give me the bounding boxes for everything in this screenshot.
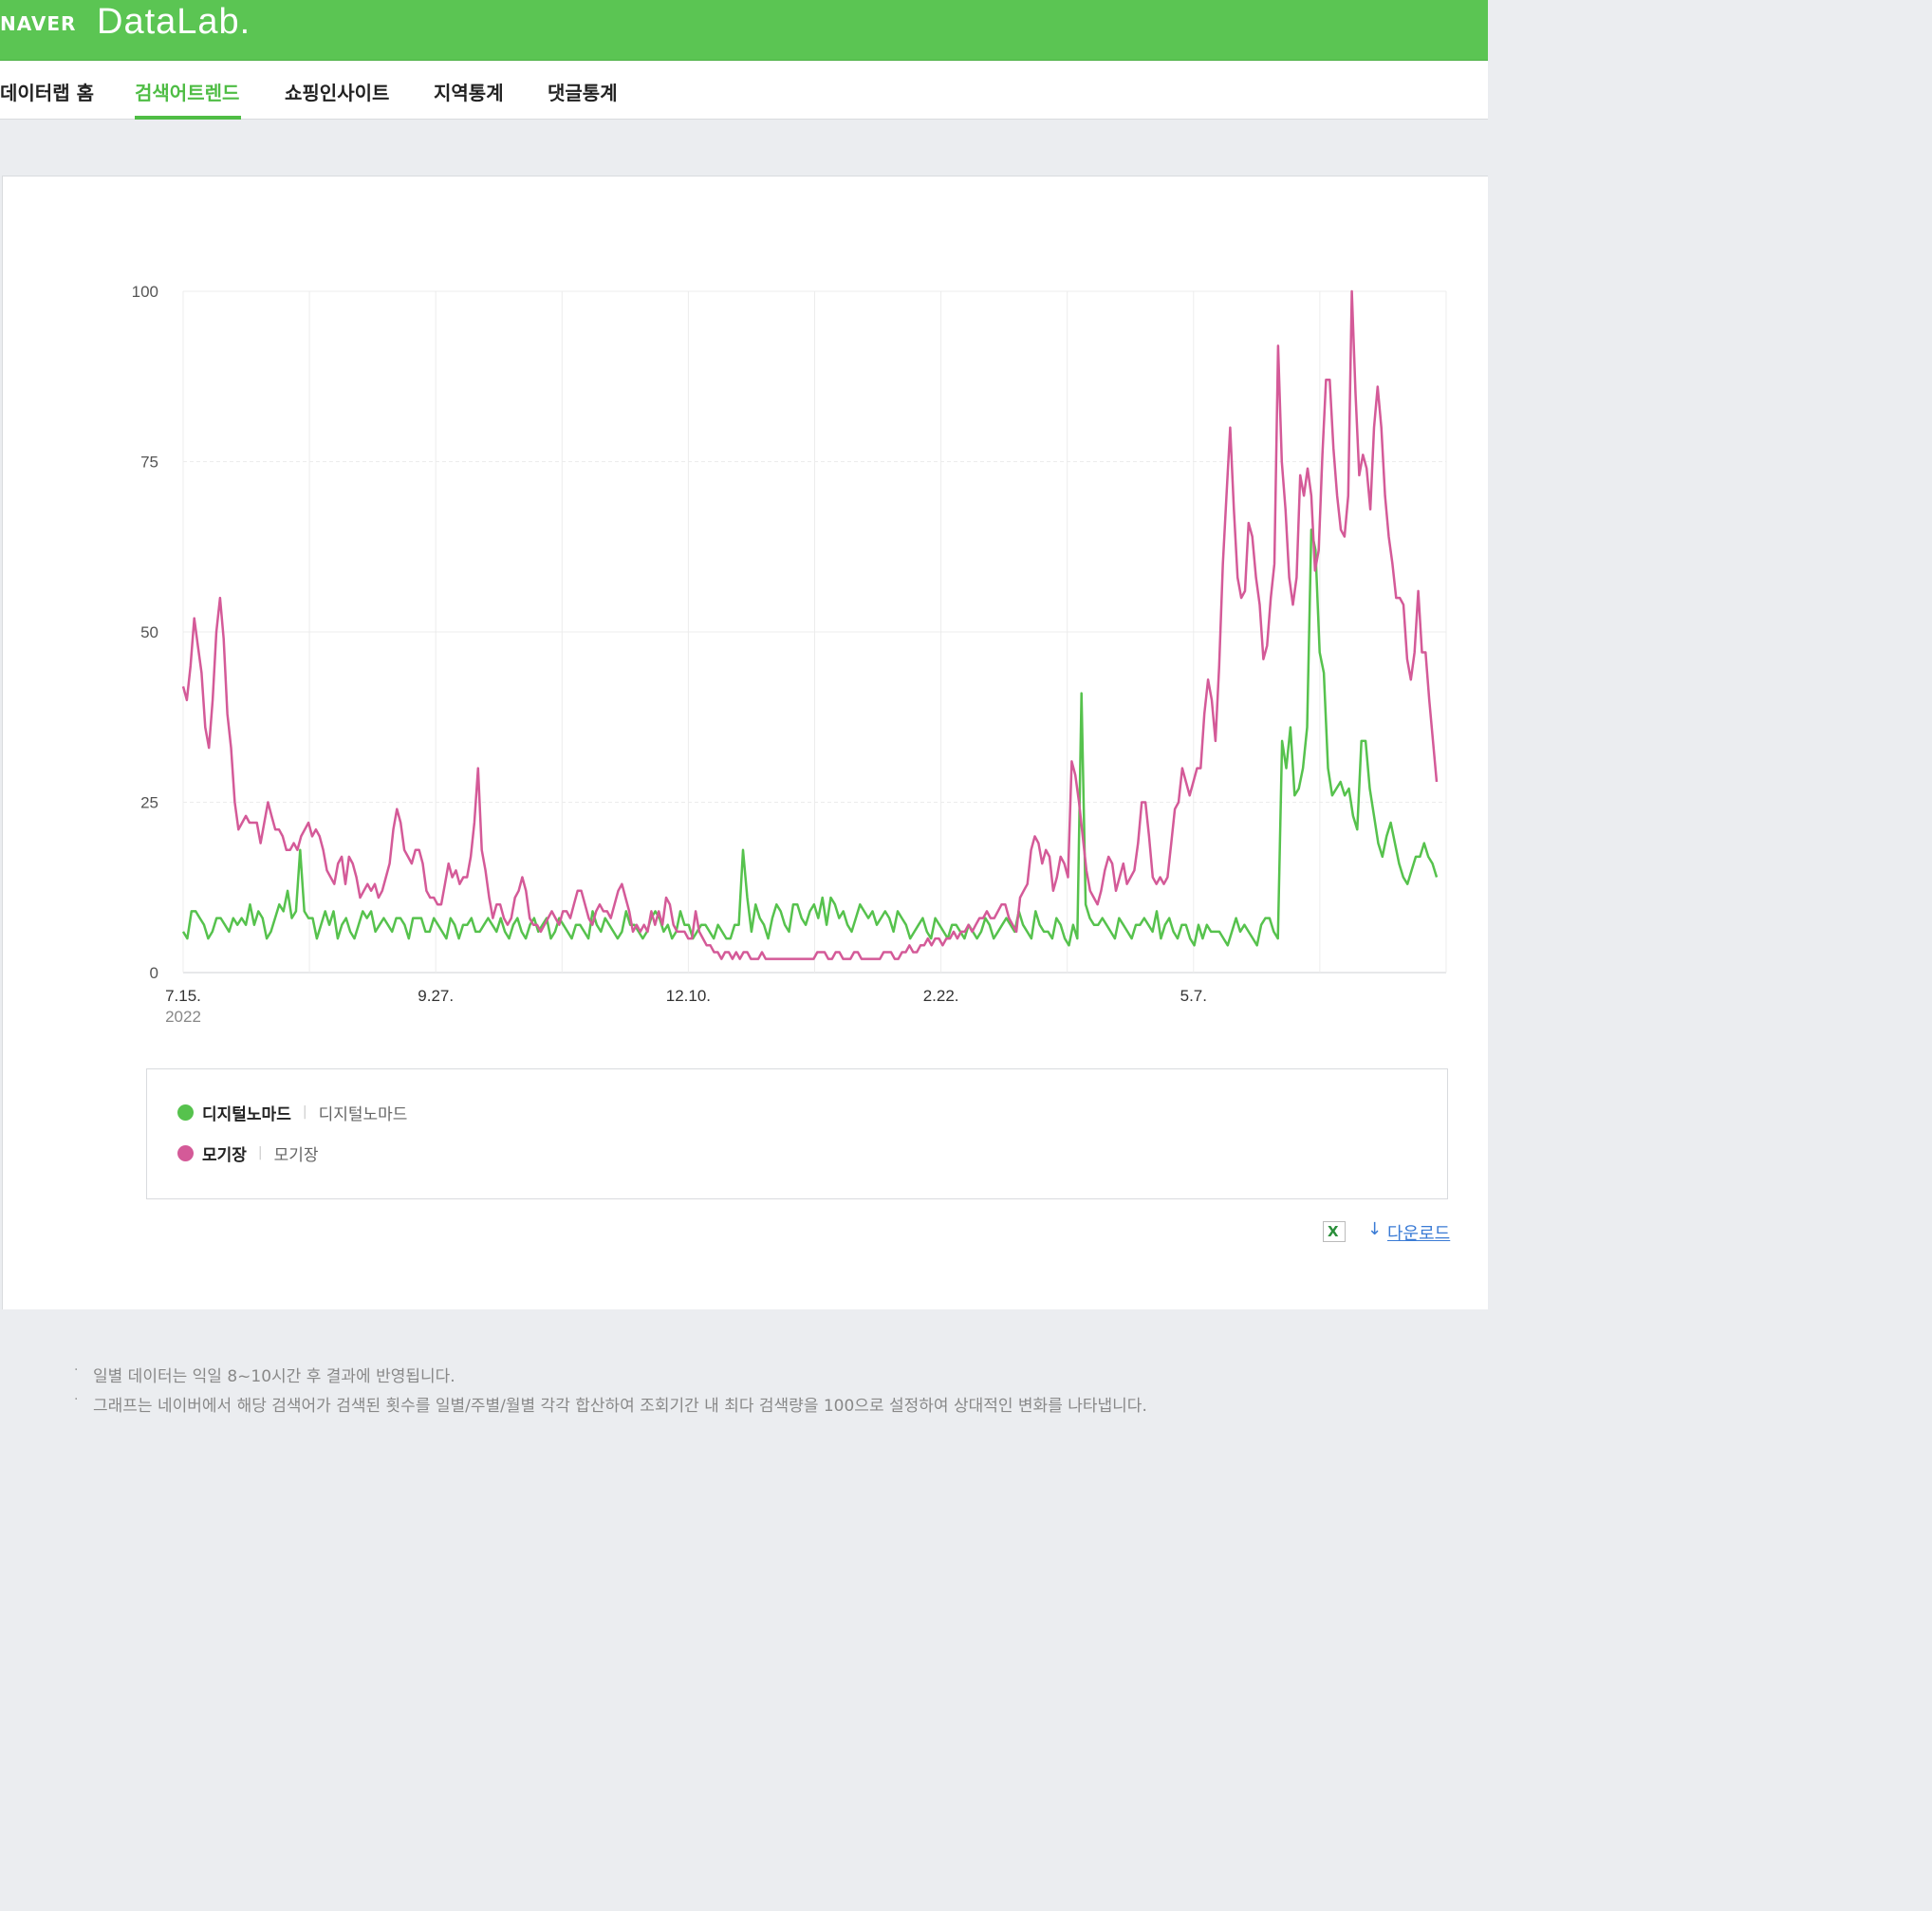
x-tick-label: 9.27. [418,987,454,1005]
note-item: · 일별 데이터는 익일 8~10시간 후 결과에 반영됩니다. [74,1363,1147,1392]
legend-item-mosquito-net: 모기장 | 모기장 [177,1141,319,1165]
note-bullet: · [74,1363,79,1378]
datalab-logo[interactable]: DataLab. [97,2,251,42]
legend-dot-mosquito-net [177,1144,194,1161]
excel-icon[interactable]: X [1323,1221,1346,1242]
note-text: 일별 데이터는 익일 8~10시간 후 결과에 반영됩니다. [93,1367,455,1386]
download-link[interactable]: 다운로드 [1387,1224,1451,1244]
legend-separator: | [302,1104,307,1120]
legend-name: 모기장 [202,1145,247,1165]
note-bullet: · [74,1392,79,1407]
tab-search-trend[interactable]: 검색어트렌드 [135,82,240,104]
chart-notes: · 일별 데이터는 익일 8~10시간 후 결과에 반영됩니다. · 그래프는 … [74,1363,1147,1421]
y-tick-label: 75 [140,454,158,472]
legend-dot-digital-nomad [177,1104,194,1121]
legend-terms: 모기장 [273,1145,319,1165]
y-tick-label: 0 [150,964,158,982]
x-year-label: 2022 [165,1008,201,1026]
naver-logo[interactable]: NAVER [0,12,77,35]
y-tick-label: 50 [140,623,158,641]
x-tick-label: 7.15. [165,987,201,1005]
tab-regional-stats[interactable]: 지역통계 [434,82,504,104]
chart-legend: 디지털노마드 | 디지털노마드 모기장 | 모기장 [146,1068,1448,1199]
download-arrow-icon[interactable]: ↓ [1367,1219,1383,1239]
legend-separator: | [257,1145,263,1160]
chart-card: 0 25 50 75 100 7.15. 9.27. 12.10. 2.22. 5.7. 2022 … [2,176,1488,1309]
note-text: 그래프는 네이버에서 해당 검색어가 검색된 횟수를 일별/주별/월별 각각 합… [93,1397,1147,1416]
series-line-digital-nomad [181,529,1439,947]
y-tick-label: 25 [140,794,158,812]
legend-item-digital-nomad: 디지털노마드 | 디지털노마드 [177,1101,408,1124]
download-area: X ↓ 다운로드 [1323,1218,1450,1245]
y-tick-label: 100 [132,283,158,301]
trend-line-chart: 0 25 50 75 100 7.15. 9.27. 12.10. 2.22. 5.7. 2022 [132,283,1447,1026]
active-tab-indicator [135,116,241,120]
x-tick-label: 12.10. [666,987,711,1005]
tab-comment-stats[interactable]: 댓글통계 [548,82,618,104]
header-bar: NAVER DataLab. [0,0,1488,61]
main-nav: 데이터랩 홈 검색어트렌드 쇼핑인사이트 지역통계 댓글통계 [0,61,1488,120]
x-tick-label: 2.22. [923,987,959,1005]
tab-shopping-insight[interactable]: 쇼핑인사이트 [285,82,390,104]
legend-name: 디지털노마드 [202,1104,291,1124]
legend-terms: 디지털노마드 [318,1104,408,1124]
series-line-mosquito-net [181,289,1439,960]
x-tick-label: 5.7. [1180,987,1207,1005]
tab-datalab-home[interactable]: 데이터랩 홈 [0,82,94,104]
note-item: · 그래프는 네이버에서 해당 검색어가 검색된 횟수를 일별/주별/월별 각각… [74,1392,1147,1421]
